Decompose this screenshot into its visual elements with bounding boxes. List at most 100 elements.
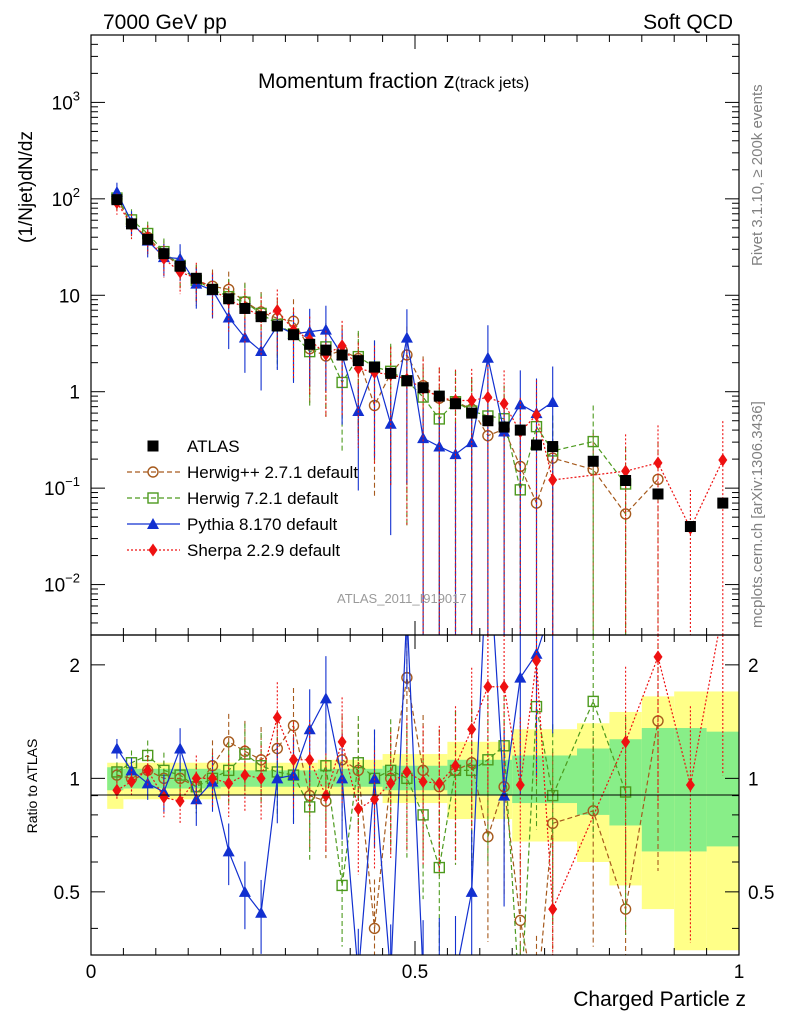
- ratio-point: [110, 742, 123, 754]
- data-point: [336, 349, 348, 361]
- y-tick-label: 103: [52, 88, 80, 114]
- legend-marker: [147, 518, 159, 529]
- ratio-point: [451, 759, 460, 773]
- ratio-point: [547, 789, 559, 802]
- data-point: [587, 455, 599, 467]
- analysis-watermark: ATLAS_2011_I919017: [337, 591, 467, 606]
- y-tick-exponent: −1: [65, 474, 80, 489]
- data-point: [684, 521, 696, 533]
- y-tick-base: 10: [59, 286, 80, 307]
- legend-entry-3: Sherpa 2.2.9 default: [127, 541, 340, 560]
- ratio-point: [621, 735, 631, 749]
- main-data-points: [111, 194, 729, 533]
- main-line: [116, 202, 724, 530]
- data-point: [433, 390, 445, 402]
- ratio-series: [110, 635, 724, 955]
- y-tick-base: 10: [44, 576, 65, 597]
- y-tick-label: 102: [52, 185, 80, 211]
- data-point: [401, 375, 413, 387]
- band-green-11: [706, 731, 739, 847]
- data-point: [255, 311, 267, 323]
- ratio-point: [368, 772, 381, 784]
- legend-label: Pythia 8.170 default: [187, 515, 338, 534]
- ratio-tick-label-left: 2: [69, 656, 80, 677]
- main-series-2: [110, 182, 559, 635]
- ratio-point: [514, 914, 526, 927]
- y-tick-base: 10: [44, 479, 65, 500]
- main-series-3: [112, 193, 728, 635]
- x-axis-label: Charged Particle z: [573, 988, 746, 1011]
- x-tick-label: 0: [86, 962, 97, 983]
- data-point: [652, 488, 664, 500]
- ratio-tick-label-left: 1: [69, 769, 80, 790]
- main-line: [116, 191, 554, 455]
- x-tick-label: 0.5: [402, 962, 428, 983]
- data-point: [385, 367, 397, 379]
- ratio-point: [587, 695, 599, 708]
- ratio-line: [116, 635, 544, 955]
- ratio-point: [685, 778, 695, 792]
- main-point: [400, 331, 413, 343]
- ratio-series-clipped: [110, 635, 724, 955]
- main-point: [587, 435, 599, 448]
- y-tick-base: 10: [52, 190, 73, 211]
- x-tick-label: 1: [734, 962, 745, 983]
- data-point: [174, 260, 186, 272]
- y-tick-exponent: 2: [73, 185, 80, 200]
- data-point: [450, 398, 461, 410]
- data-point: [288, 329, 299, 341]
- data-point: [304, 338, 316, 350]
- data-point: [190, 272, 202, 284]
- main-point: [532, 408, 541, 422]
- data-point: [142, 233, 154, 245]
- main-point: [621, 464, 631, 478]
- plot-title-subscript: (track jets): [455, 75, 530, 92]
- ratio-point: [386, 776, 396, 790]
- ratio-point: [434, 776, 444, 790]
- main-point: [548, 473, 558, 487]
- y-tick-exponent: −2: [65, 571, 80, 586]
- data-point: [223, 293, 235, 305]
- data-point: [207, 283, 218, 295]
- plot-title-variable: z: [444, 68, 455, 93]
- legend-marker: [148, 543, 158, 557]
- ratio-point: [499, 680, 509, 694]
- data-point: [352, 355, 364, 367]
- legend-marker: [147, 466, 159, 478]
- y-tick-label: 10−2: [44, 571, 80, 597]
- y-tick-label: 10−1: [44, 474, 80, 500]
- data-point: [126, 218, 137, 230]
- ratio-tick-label-right: 1: [748, 769, 759, 790]
- data-point: [239, 302, 251, 314]
- ratio-line: [116, 699, 627, 955]
- ratio-point: [653, 650, 663, 664]
- ratio-y-axis-label: Ratio to ATLAS: [24, 739, 40, 834]
- y-tick-base: 10: [52, 93, 73, 114]
- y-tick-base: 1: [69, 383, 80, 404]
- ratio-point: [272, 711, 282, 725]
- plot-title: Momentum fraction z(track jets): [258, 68, 529, 93]
- ratio-point: [515, 778, 525, 792]
- data-point: [466, 407, 478, 419]
- y-tick-label: 10: [59, 286, 80, 307]
- y-tick-exponent: 3: [73, 88, 80, 103]
- data-point: [111, 194, 123, 206]
- legend-entry-2: Pythia 8.170 default: [127, 515, 338, 534]
- mcplots-label: mcplots.cern.ch [arXiv:1306.3436]: [749, 401, 766, 628]
- ratio-tick-label-right: 0.5: [748, 883, 774, 904]
- legend: ATLAS Herwig++ 2.7.1 default Herwig 7.2.1 …: [127, 437, 358, 560]
- ratio-series-3: [112, 635, 724, 955]
- main-point: [481, 351, 494, 363]
- header-right: Soft QCD: [643, 11, 733, 34]
- band-green-2: [220, 770, 318, 787]
- legend-label: Herwig++ 2.7.1 default: [187, 463, 358, 482]
- ratio-point: [483, 680, 493, 694]
- header-left: 7000 GeV pp: [103, 11, 227, 34]
- legend-marker: [147, 440, 159, 452]
- main-series: [110, 182, 729, 635]
- y-tick-label: 1: [69, 383, 80, 404]
- plot-title-main: Momentum fraction: [258, 70, 444, 93]
- data-point: [320, 344, 332, 356]
